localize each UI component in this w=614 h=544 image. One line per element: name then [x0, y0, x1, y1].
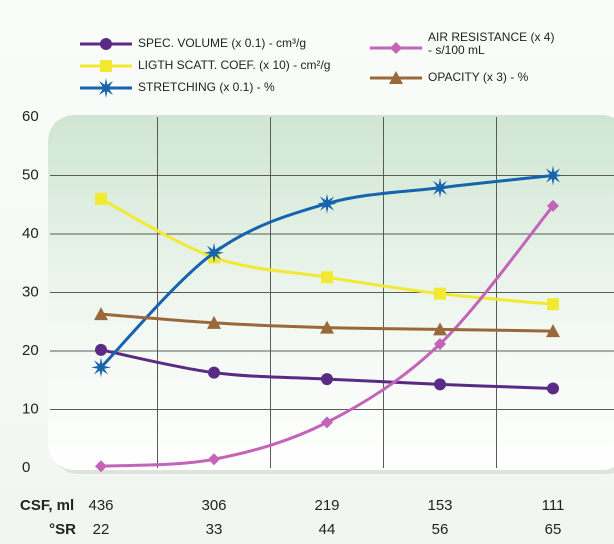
marker	[434, 287, 446, 300]
legend-label: OPACITY (x 3) - %	[428, 70, 529, 84]
marker	[321, 373, 333, 386]
row-label: CSF, ml	[20, 497, 74, 514]
series-line	[99, 174, 554, 369]
marker	[547, 382, 559, 395]
marker	[95, 343, 107, 356]
marker	[390, 42, 402, 54]
x-tick-label: 219	[314, 497, 339, 514]
x-tick-label: 306	[201, 497, 226, 514]
y-tick-label: 10	[22, 400, 39, 417]
marker	[94, 307, 108, 321]
marker	[100, 38, 112, 50]
x-tick-label: 153	[427, 497, 452, 514]
row-label: °SR	[49, 521, 76, 538]
x-tick-label: 436	[88, 497, 113, 514]
series-line	[100, 204, 555, 468]
legend-label: STRETCHING (x 0.1) - %	[138, 80, 275, 94]
x-tick-label-sr: 56	[432, 521, 449, 538]
y-tick-label: 40	[22, 225, 39, 242]
marker	[389, 71, 403, 84]
marker	[321, 416, 333, 429]
marker	[547, 199, 559, 212]
marker	[207, 315, 221, 329]
marker	[547, 298, 559, 311]
marker	[208, 366, 220, 379]
y-tick-label: 20	[22, 342, 39, 359]
marker	[434, 378, 446, 391]
marker	[320, 320, 334, 334]
marker	[434, 337, 446, 350]
marker	[100, 60, 112, 72]
marker	[91, 357, 111, 378]
marker	[208, 453, 220, 466]
y-tick-label: 0	[22, 459, 30, 476]
y-tick-label: 60	[22, 108, 39, 125]
x-tick-label-sr: 33	[206, 521, 223, 538]
y-tick-label: 50	[22, 166, 39, 183]
marker	[546, 324, 560, 338]
x-tick-label: 111	[542, 497, 565, 514]
marker	[430, 177, 450, 198]
marker	[317, 193, 337, 214]
marker	[95, 192, 107, 205]
legend-label: SPEC. VOLUME (x 0.1) - cm³/g	[138, 36, 307, 50]
marker	[321, 271, 333, 284]
x-tick-label-sr: 65	[545, 521, 562, 538]
legend-label: AIR RESISTANCE (x 4) - s/100 mL	[428, 30, 555, 57]
legend-label: LIGTH SCATT. COEF. (x 10) - cm²/g	[138, 58, 331, 72]
marker	[204, 242, 224, 263]
x-tick-label-sr: 44	[319, 521, 336, 538]
marker	[433, 322, 447, 336]
marker	[96, 78, 116, 98]
y-tick-label: 30	[22, 283, 39, 300]
marker	[95, 460, 107, 473]
x-tick-label-sr: 22	[93, 521, 110, 538]
marker	[543, 165, 563, 186]
